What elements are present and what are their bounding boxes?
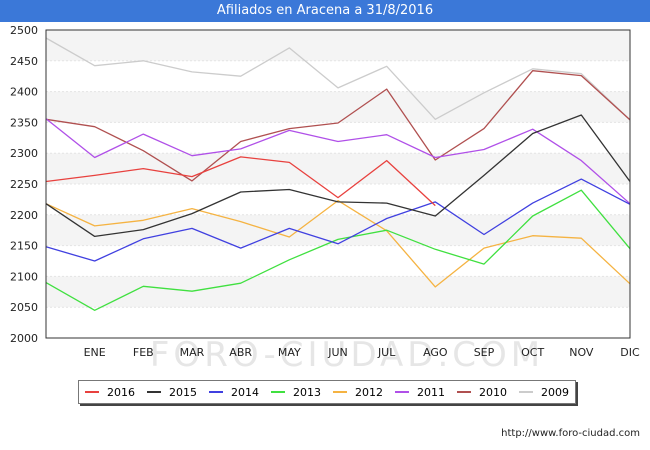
x-tick-label: ABR (229, 346, 252, 359)
x-tick-label: JUL (377, 346, 396, 359)
series-line-2011 (45, 118, 631, 205)
y-tick-label: 2350 (10, 116, 38, 129)
legend-label: 2014 (231, 385, 259, 399)
y-tick-label: 2400 (10, 86, 38, 99)
x-tick-label: OCT (521, 346, 544, 359)
legend-label: 2016 (107, 385, 135, 399)
legend-label: 2009 (541, 385, 569, 399)
y-tick-label: 2000 (10, 332, 38, 345)
x-tick-label: AGO (423, 346, 448, 359)
x-tick-label: MAR (180, 346, 205, 359)
y-axis: 2000 2050 2100 2150 2200 2250 2300 2350 2400 2450… (10, 24, 38, 345)
legend-entry-2011: 2011 (395, 386, 445, 399)
legend-entry-2013: 2013 (271, 386, 321, 399)
y-tick-label: 2150 (10, 240, 38, 253)
plot-band (46, 214, 630, 246)
series-line-2013 (45, 189, 631, 311)
x-tick-label: MAY (278, 346, 301, 359)
legend-swatch (85, 391, 99, 393)
series-line-2015 (45, 114, 631, 238)
series-line-2012 (45, 199, 631, 288)
plot-frame (45, 29, 631, 339)
plot-bands (46, 30, 630, 308)
x-tick-label: SEP (474, 346, 495, 359)
legend-label: 2011 (417, 385, 445, 399)
y-tick-label: 2500 (10, 24, 38, 37)
legend-entry-2012: 2012 (333, 386, 383, 399)
series-line-2016 (45, 156, 436, 207)
legend: 2016 2015 2014 2013 2012 2011 2010 2009 (78, 380, 576, 404)
source-url: http://www.foro-ciudad.com (501, 428, 640, 439)
x-axis: ENE FEB MAR ABR MAY JUN JUL AGO SEP OCT NOV DIC (84, 346, 640, 359)
legend-entry-2016: 2016 (85, 386, 135, 399)
legend-swatch (395, 391, 409, 393)
plot-band (46, 153, 630, 184)
y-tick-label: 2200 (10, 209, 38, 222)
legend-label: 2015 (169, 385, 197, 399)
legend-label: 2013 (293, 385, 321, 399)
plot-band (46, 276, 630, 308)
legend-entry-2014: 2014 (209, 386, 259, 399)
chart-title: Afiliados en Aracena a 31/8/2016 (0, 0, 650, 22)
x-tick-label: FEB (133, 346, 154, 359)
legend-swatch (147, 391, 161, 393)
legend-swatch (457, 391, 471, 393)
plot-band (46, 91, 630, 123)
watermark: FORO-CIUDAD.COM (150, 335, 544, 375)
y-tick-label: 2450 (10, 55, 38, 68)
x-tick-label: JUN (327, 346, 348, 359)
y-tick-label: 2050 (10, 301, 38, 314)
legend-entry-2009: 2009 (519, 386, 569, 399)
plot-band (46, 30, 630, 61)
x-tick-label: DIC (620, 346, 640, 359)
legend-entry-2015: 2015 (147, 386, 197, 399)
y-tick-label: 2250 (10, 178, 38, 191)
legend-label: 2012 (355, 385, 383, 399)
series-line-2009 (45, 37, 631, 121)
x-tick-label: ENE (84, 346, 106, 359)
legend-label: 2010 (479, 385, 507, 399)
legend-swatch (519, 391, 533, 393)
legend-swatch (333, 391, 347, 393)
y-tick-label: 2300 (10, 147, 38, 160)
series-line-2010 (45, 70, 631, 182)
legend-swatch (271, 391, 285, 393)
legend-entry-2010: 2010 (457, 386, 507, 399)
series-lines (45, 37, 631, 311)
x-tick-label: NOV (569, 346, 594, 359)
y-tick-label: 2100 (10, 270, 38, 283)
line-chart: FORO-CIUDAD.COM 2000 2050 2100 2150 2200 2250… (10, 24, 640, 375)
series-line-2014 (45, 178, 631, 262)
legend-swatch (209, 391, 223, 393)
